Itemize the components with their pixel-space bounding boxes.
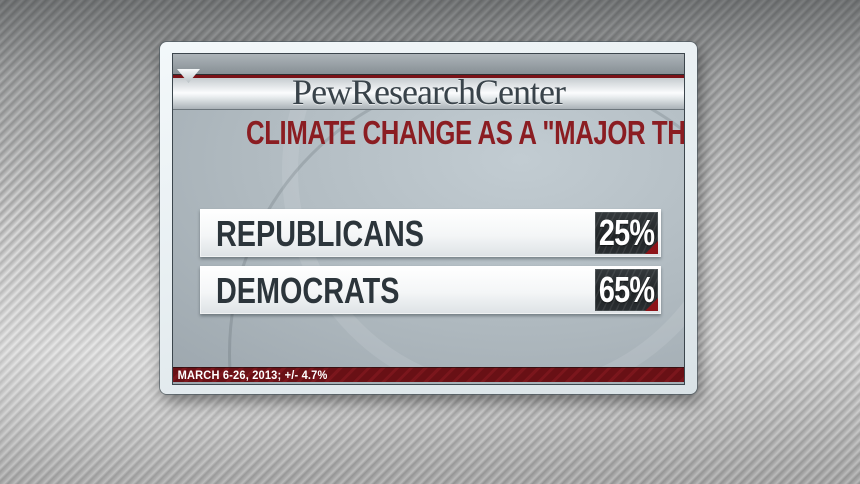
poll-graphic-panel: PewResearchCenter CLIMATE CHANGE AS A "M…: [160, 42, 697, 394]
party-label: DEMOCRATS: [216, 270, 400, 311]
percent-badge: 25%: [595, 212, 658, 254]
pew-logo-band: PewResearchCenter: [173, 72, 684, 112]
red-corner-icon: [645, 298, 658, 311]
top-gray-band: [173, 54, 684, 74]
party-label: REPUBLICANS: [216, 213, 425, 254]
result-row-republicans: REPUBLICANS 25%: [200, 209, 661, 257]
red-corner-icon: [645, 241, 658, 254]
percent-badge: 65%: [595, 269, 658, 311]
pew-logo-text: PewResearchCenter: [292, 72, 566, 112]
red-rule: [173, 74, 684, 78]
chart-area: CLIMATE CHANGE AS A "MAJOR THREAT" REPUB…: [173, 110, 684, 367]
page-title: CLIMATE CHANGE AS A "MAJOR THREAT": [246, 114, 684, 151]
result-row-democrats: DEMOCRATS 65%: [200, 266, 661, 314]
date-strip: MARCH 6-26, 2013; +/- 4.7%: [173, 367, 684, 382]
survey-date-note: MARCH 6-26, 2013; +/- 4.7%: [177, 367, 328, 382]
panel-screen: PewResearchCenter CLIMATE CHANGE AS A "M…: [172, 53, 685, 385]
